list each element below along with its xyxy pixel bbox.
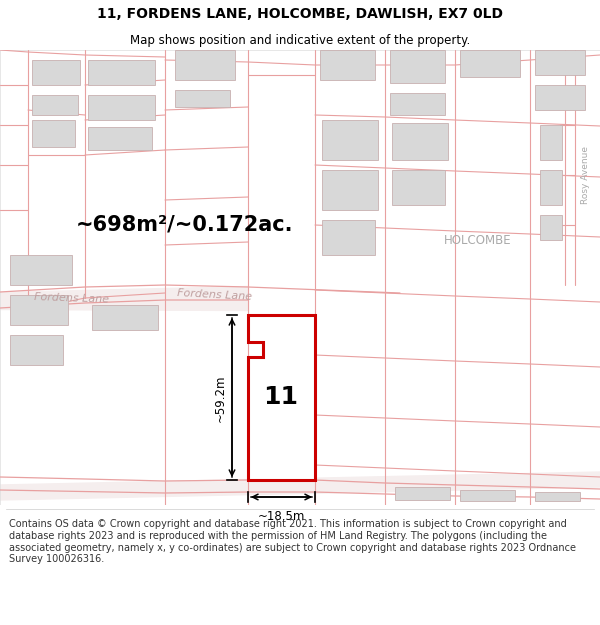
- Text: HOLCOMBE: HOLCOMBE: [444, 234, 512, 246]
- Text: ~59.2m: ~59.2m: [214, 374, 227, 422]
- Polygon shape: [540, 170, 562, 205]
- Polygon shape: [92, 305, 158, 330]
- Text: 11: 11: [263, 385, 299, 409]
- Text: Map shows position and indicative extent of the property.: Map shows position and indicative extent…: [130, 34, 470, 47]
- Text: Fordens Lane: Fordens Lane: [34, 292, 110, 304]
- Polygon shape: [460, 50, 520, 77]
- Polygon shape: [88, 60, 155, 85]
- Polygon shape: [32, 60, 80, 85]
- Polygon shape: [540, 215, 562, 240]
- Polygon shape: [32, 120, 75, 147]
- Polygon shape: [535, 492, 580, 501]
- Polygon shape: [248, 315, 315, 480]
- Polygon shape: [390, 93, 445, 115]
- Polygon shape: [392, 170, 445, 205]
- Text: 11, FORDENS LANE, HOLCOMBE, DAWLISH, EX7 0LD: 11, FORDENS LANE, HOLCOMBE, DAWLISH, EX7…: [97, 8, 503, 21]
- Polygon shape: [322, 120, 378, 160]
- Polygon shape: [10, 335, 63, 365]
- Polygon shape: [88, 95, 155, 120]
- Text: Fordens Lane: Fordens Lane: [177, 288, 253, 302]
- Polygon shape: [10, 295, 68, 325]
- Text: ~18.5m: ~18.5m: [257, 510, 305, 523]
- Text: ~698m²/~0.172ac.: ~698m²/~0.172ac.: [76, 215, 294, 235]
- Polygon shape: [390, 50, 445, 83]
- Polygon shape: [32, 95, 78, 115]
- Polygon shape: [320, 50, 375, 80]
- Polygon shape: [540, 125, 562, 160]
- Polygon shape: [392, 123, 448, 160]
- Polygon shape: [88, 127, 152, 150]
- Polygon shape: [322, 220, 375, 255]
- Polygon shape: [322, 170, 378, 210]
- Polygon shape: [535, 85, 585, 110]
- Polygon shape: [535, 50, 585, 75]
- Polygon shape: [10, 255, 72, 285]
- Text: Rosy Avenue: Rosy Avenue: [581, 146, 589, 204]
- Polygon shape: [460, 490, 515, 501]
- Polygon shape: [395, 487, 450, 500]
- Polygon shape: [175, 50, 235, 80]
- Text: Contains OS data © Crown copyright and database right 2021. This information is : Contains OS data © Crown copyright and d…: [9, 519, 576, 564]
- Polygon shape: [175, 90, 230, 107]
